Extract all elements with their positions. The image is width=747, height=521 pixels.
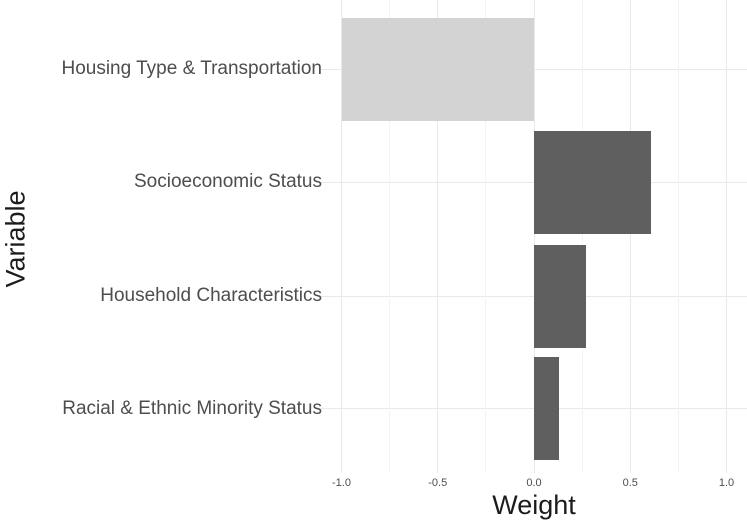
gridline-major-x-0.5 [629, 0, 631, 473]
bar-housing-type-and-transportation [341, 17, 534, 121]
category-label-household-characteristics: Household Characteristics [100, 285, 322, 306]
category-label-housing-type-and-transportation: Housing Type & Transportation [61, 58, 322, 79]
x-tick-label--0.5: -0.5 [428, 477, 448, 489]
gridline-major-x-1 [726, 0, 727, 473]
gridline-major-x-0 [533, 0, 535, 473]
plot-panel [321, 0, 747, 473]
y-axis-category-labels: Housing Type & Transportation Socioeconom… [0, 0, 322, 473]
bar-socioeconomic-status [534, 130, 652, 234]
x-tick-label--1.0: -1.0 [332, 477, 351, 489]
bar-household-characteristics [534, 244, 586, 348]
gridline-minor-x--0.75 [389, 0, 391, 473]
x-tick-label-0.0: 0.0 [526, 477, 542, 489]
x-tick-label-1.0: 1.0 [718, 477, 735, 489]
gridline-minor-x-0.75 [677, 0, 679, 473]
gridline-major-x--1 [341, 0, 342, 473]
category-label-racial-and-ethnic-minority-status: Racial & Ethnic Minority Status [62, 397, 322, 419]
x-axis-title: Weight [492, 490, 576, 520]
gridline-minor-x--0.25 [485, 0, 487, 473]
x-tick-label-0.5: 0.5 [622, 477, 638, 489]
gridline-minor-x-0.25 [581, 0, 583, 473]
gridline-major-x--0.5 [437, 0, 439, 473]
category-label-socioeconomic-status: Socioeconomic Status [134, 171, 322, 192]
bar-racial-and-ethnic-minority-status [534, 357, 560, 460]
